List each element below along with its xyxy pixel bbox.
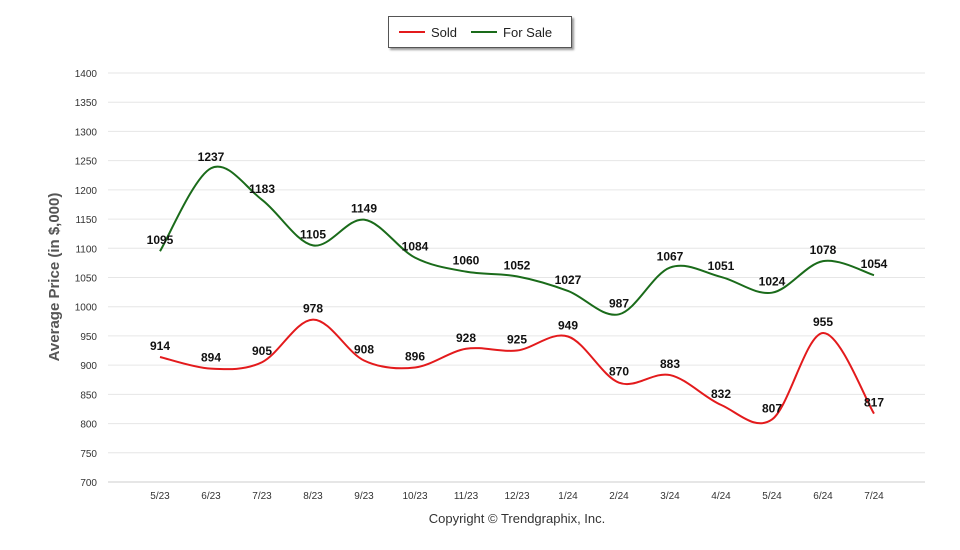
y-tick-label: 1250 [75,157,98,168]
data-label: 925 [507,333,527,347]
y-tick-label: 800 [80,420,97,431]
x-tick-label: 5/23 [150,491,170,502]
y-tick-label: 900 [80,361,97,372]
y-tick-label: 1000 [75,303,98,314]
data-label: 908 [354,342,374,356]
legend-label-sold: Sold [431,24,458,40]
legend-item-for-sale[interactable]: For Sale [471,25,552,40]
x-tick-label: 6/24 [813,491,833,502]
legend-item-sold[interactable]: Sold [399,25,457,40]
data-label: 928 [456,331,476,345]
x-tick-label: 11/23 [454,491,479,502]
data-label: 1024 [759,275,786,289]
data-label: 987 [609,296,629,310]
y-tick-label: 1050 [75,274,98,285]
x-tick-label: 10/23 [402,491,427,502]
data-label: 1067 [657,250,684,264]
data-label: 870 [609,365,629,379]
data-label: 1105 [300,227,326,241]
series-line-for-sale [159,165,875,316]
data-label: 1149 [351,202,377,216]
y-tick-label: 950 [80,332,97,343]
data-label: 914 [150,339,170,353]
data-label: 978 [303,302,323,316]
data-label: 883 [660,357,680,371]
y-tick-label: 1300 [75,127,98,138]
data-label: 1060 [453,254,480,268]
data-label: 1054 [861,257,888,271]
series-line-sold [159,318,875,425]
data-label: 1237 [198,150,225,164]
y-tick-label: 750 [80,449,97,460]
y-tick-label: 1400 [75,69,98,80]
data-labels: 914 894 905 978 908 896 928 925 949 870 883 832 807 9… [147,150,888,415]
y-tick-label: 1200 [75,186,98,197]
x-tick-label: 8/23 [303,491,323,502]
x-tick-label: 4/24 [711,491,731,502]
gridlines [108,72,925,483]
x-tick-label: 6/23 [201,491,221,502]
data-label: 955 [813,315,833,329]
data-label: 894 [201,351,221,365]
x-tick-label: 12/23 [504,491,529,502]
legend-swatch-for-sale [471,31,498,33]
legend: Sold For Sale [388,16,572,48]
data-label: 1051 [708,259,735,273]
x-tick-label: 5/24 [762,491,782,502]
data-label: 1183 [249,182,275,196]
data-label: 1095 [147,233,174,247]
x-tick-label: 9/23 [354,491,374,502]
copyright-text: Copyright © Trendgraphix, Inc. [428,511,606,526]
data-label: 896 [405,349,425,363]
y-tick-label: 850 [80,390,97,401]
y-tick-label: 700 [80,478,97,489]
data-label: 1052 [504,258,531,272]
data-label: 817 [864,396,884,410]
y-tick-label: 1350 [75,98,98,109]
data-label: 832 [711,387,731,401]
data-label: 807 [762,401,782,415]
x-tick-label: 7/23 [252,491,272,502]
series-lines [159,165,875,425]
data-label: 949 [558,319,578,333]
data-label: 1078 [810,243,837,257]
legend-label-for-sale: For Sale [503,24,553,40]
x-axis-ticks: 5/23 6/23 7/23 8/23 9/23 10/23 11/23 12/23 1/24 2… [150,491,884,502]
x-tick-label: 1/24 [558,491,578,502]
x-tick-label: 7/24 [864,491,884,502]
data-label: 1027 [555,273,582,287]
data-label: 905 [252,344,272,358]
legend-swatch-sold [399,31,425,33]
y-tick-label: 1150 [75,215,97,226]
y-tick-label: 1100 [75,244,97,255]
y-axis-label: Average Price (in $,000) [46,193,63,362]
x-tick-label: 2/24 [609,491,629,502]
y-axis-ticks: 700 750 800 850 900 950 1000 1050 1100 1150 1200 12… [75,69,98,489]
x-tick-label: 3/24 [660,491,680,502]
data-label: 1084 [402,240,429,254]
